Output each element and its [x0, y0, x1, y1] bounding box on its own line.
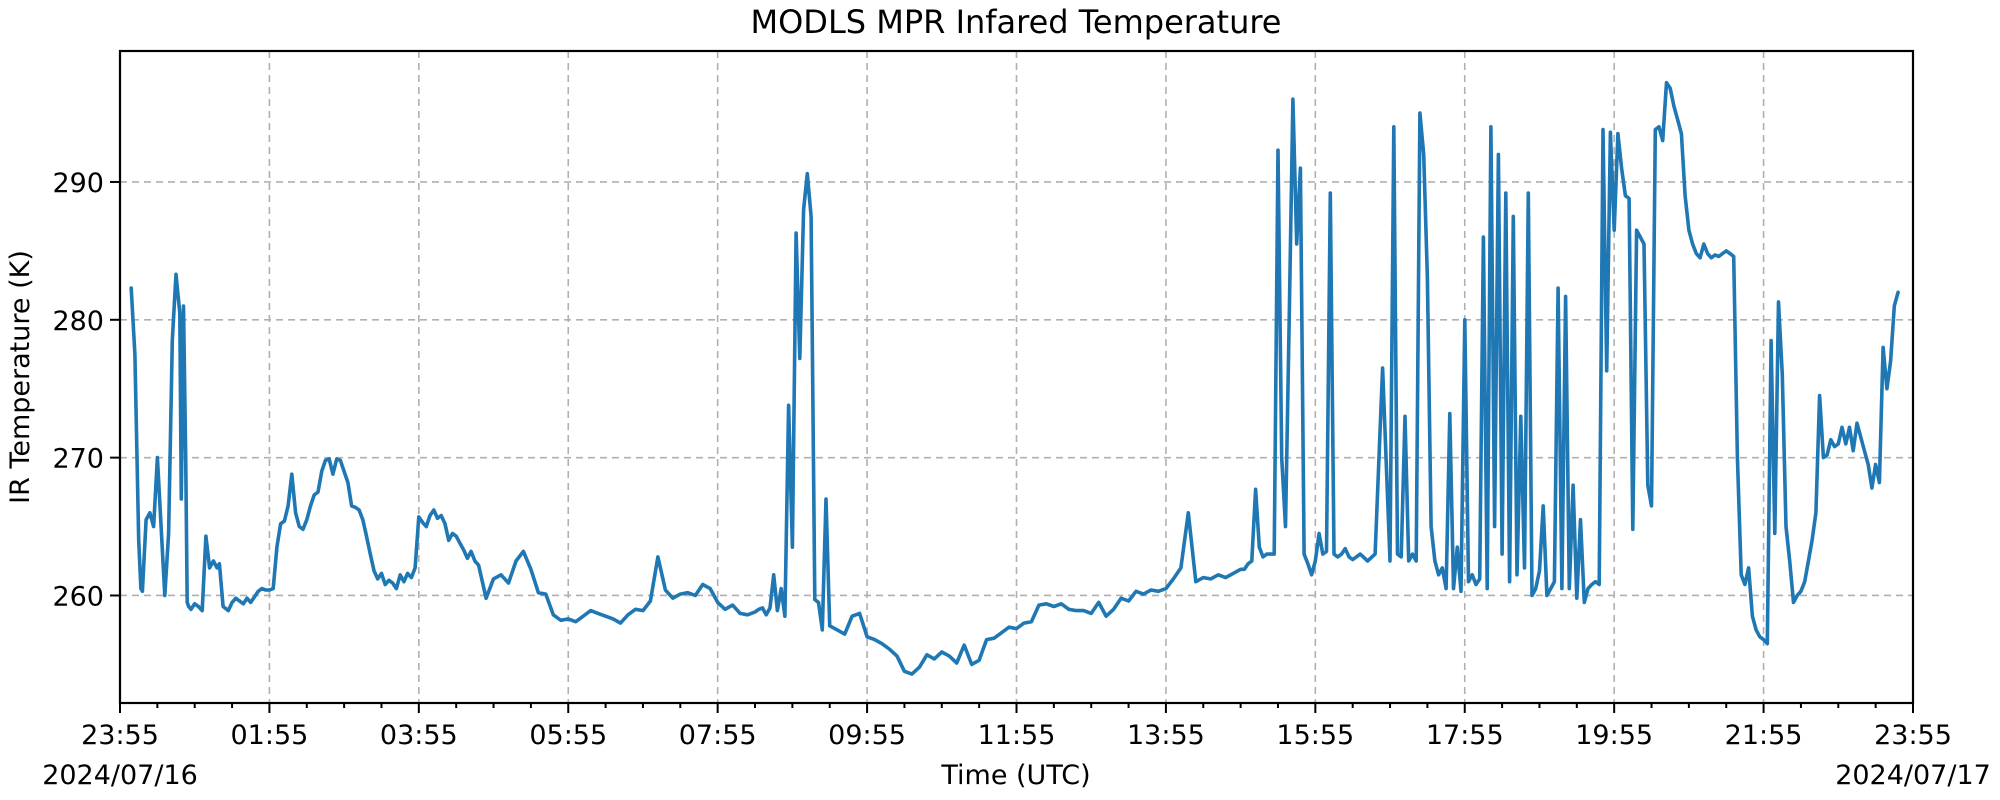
x-start-date-label: 2024/07/16: [42, 760, 198, 791]
x-tick-label: 05:55: [529, 720, 607, 751]
x-tick-label: 11:55: [978, 720, 1056, 751]
x-tick-label: 19:55: [1575, 720, 1653, 751]
y-axis-ticks: 260 270 280 290: [52, 168, 120, 612]
chart-title: MODLS MPR Infared Temperature: [751, 3, 1282, 41]
series-line: [129, 80, 1900, 676]
x-tick-label: 01:55: [231, 720, 309, 751]
x-tick-label: 03:55: [380, 720, 458, 751]
x-axis-ticks: 23:55 01:55 03:55 05:55 07:55 09:55 11:55 13:55…: [81, 703, 1952, 751]
y-tick-label: 260: [52, 581, 104, 612]
y-tick-label: 280: [52, 306, 104, 337]
x-tick-label: 21:55: [1725, 720, 1803, 751]
y-axis-label: IR Temperature (K): [5, 250, 36, 504]
y-tick-label: 290: [52, 168, 104, 199]
x-tick-label: 09:55: [828, 720, 906, 751]
x-end-date-label: 2024/07/17: [1835, 760, 1991, 791]
x-tick-label: 13:55: [1127, 720, 1205, 751]
y-tick-label: 270: [52, 444, 104, 475]
x-tick-label: 17:55: [1426, 720, 1504, 751]
x-tick-label: 15:55: [1276, 720, 1354, 751]
x-tick-label: 07:55: [679, 720, 757, 751]
grid-lines: [120, 51, 1913, 703]
x-tick-label: 23:55: [1874, 720, 1952, 751]
x-axis-label: Time (UTC): [940, 760, 1090, 791]
x-tick-label: 23:55: [81, 720, 159, 751]
plot-frame: [118, 49, 1915, 705]
